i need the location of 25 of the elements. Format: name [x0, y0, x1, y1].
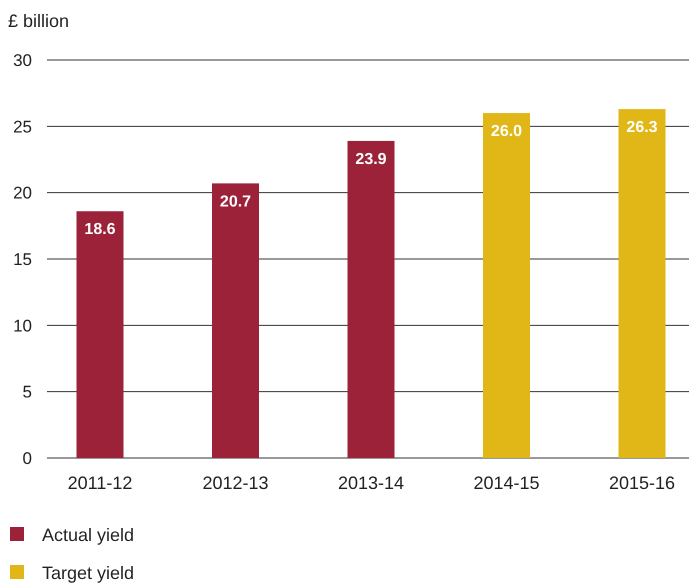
legend-label: Target yield — [42, 563, 134, 583]
y-axis-title: £ billion — [8, 11, 70, 31]
data-label: 18.6 — [84, 221, 116, 238]
bar — [212, 183, 259, 458]
bar — [483, 113, 530, 458]
bar — [618, 109, 666, 458]
y-tick-label: 10 — [13, 316, 32, 336]
data-label: 26.3 — [626, 119, 658, 136]
data-label: 23.9 — [355, 150, 387, 168]
y-tick-label: 20 — [13, 184, 32, 203]
y-tick-label: 30 — [13, 51, 32, 70]
x-tick-label: 2012-13 — [202, 473, 269, 493]
y-tick-label: 5 — [22, 382, 32, 402]
y-tick-label: 25 — [13, 117, 32, 136]
legend-label: Actual yield — [42, 525, 134, 545]
bar — [76, 211, 124, 458]
data-label: 20.7 — [220, 193, 252, 210]
y-tick-label: 15 — [13, 250, 32, 269]
data-label: 26.0 — [490, 123, 522, 140]
x-tick-label: 2013-14 — [338, 473, 404, 493]
bar — [348, 140, 394, 458]
x-tick-label: 2011-12 — [68, 473, 132, 493]
x-tick-label: 2014-15 — [473, 473, 540, 493]
y-tick-label: 0 — [22, 449, 32, 468]
x-tick-label: 2015-16 — [608, 473, 676, 493]
